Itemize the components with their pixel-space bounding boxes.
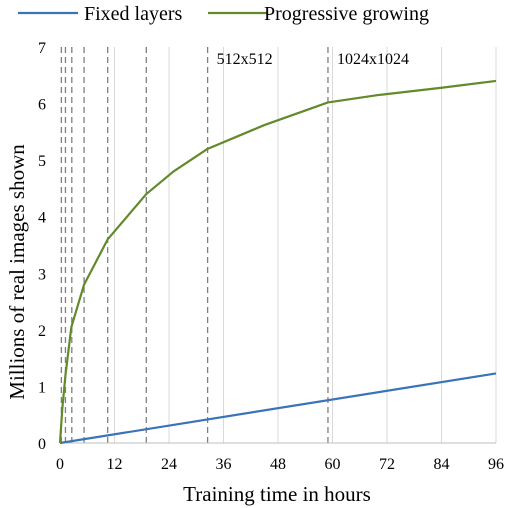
stage-markers xyxy=(60,47,329,443)
y-tick-label: 0 xyxy=(38,436,46,453)
y-tick-label: 5 xyxy=(38,153,46,170)
x-tick-label: 48 xyxy=(270,456,286,473)
x-tick-label: 24 xyxy=(161,456,177,473)
y-tick-label: 1 xyxy=(38,379,46,396)
legend-label: Fixed layers xyxy=(84,3,183,25)
legend-label: Progressive growing xyxy=(264,3,429,25)
x-tick-label: 0 xyxy=(56,456,64,473)
y-axis-label: Millions of real images shown xyxy=(5,144,29,400)
x-axis-label: Training time in hours xyxy=(183,482,371,506)
annotations: 512x512 1024x1024 xyxy=(217,51,409,68)
series-line-progressive-growing xyxy=(58,79,497,444)
x-tick-label: 84 xyxy=(434,456,450,473)
y-tick-label: 3 xyxy=(38,266,46,283)
series-lines xyxy=(58,79,497,445)
y-tick-label: 6 xyxy=(38,97,46,114)
x-tick-label: 12 xyxy=(107,456,123,473)
x-tick-label: 96 xyxy=(488,456,504,473)
x-tick-label: 72 xyxy=(379,456,395,473)
x-tick-label: 36 xyxy=(216,456,232,473)
y-tick-label: 4 xyxy=(38,210,46,227)
y-tick-label: 7 xyxy=(38,40,46,57)
annotation-label: 512x512 xyxy=(217,51,273,68)
grid-lines xyxy=(114,47,497,443)
series-line-fixed-layers xyxy=(59,372,497,445)
annotation-label: 1024x1024 xyxy=(337,51,409,68)
x-tick-label: 60 xyxy=(325,456,341,473)
legend: Fixed layers Progressive growing xyxy=(18,3,429,25)
y-tick-label: 2 xyxy=(38,323,46,340)
